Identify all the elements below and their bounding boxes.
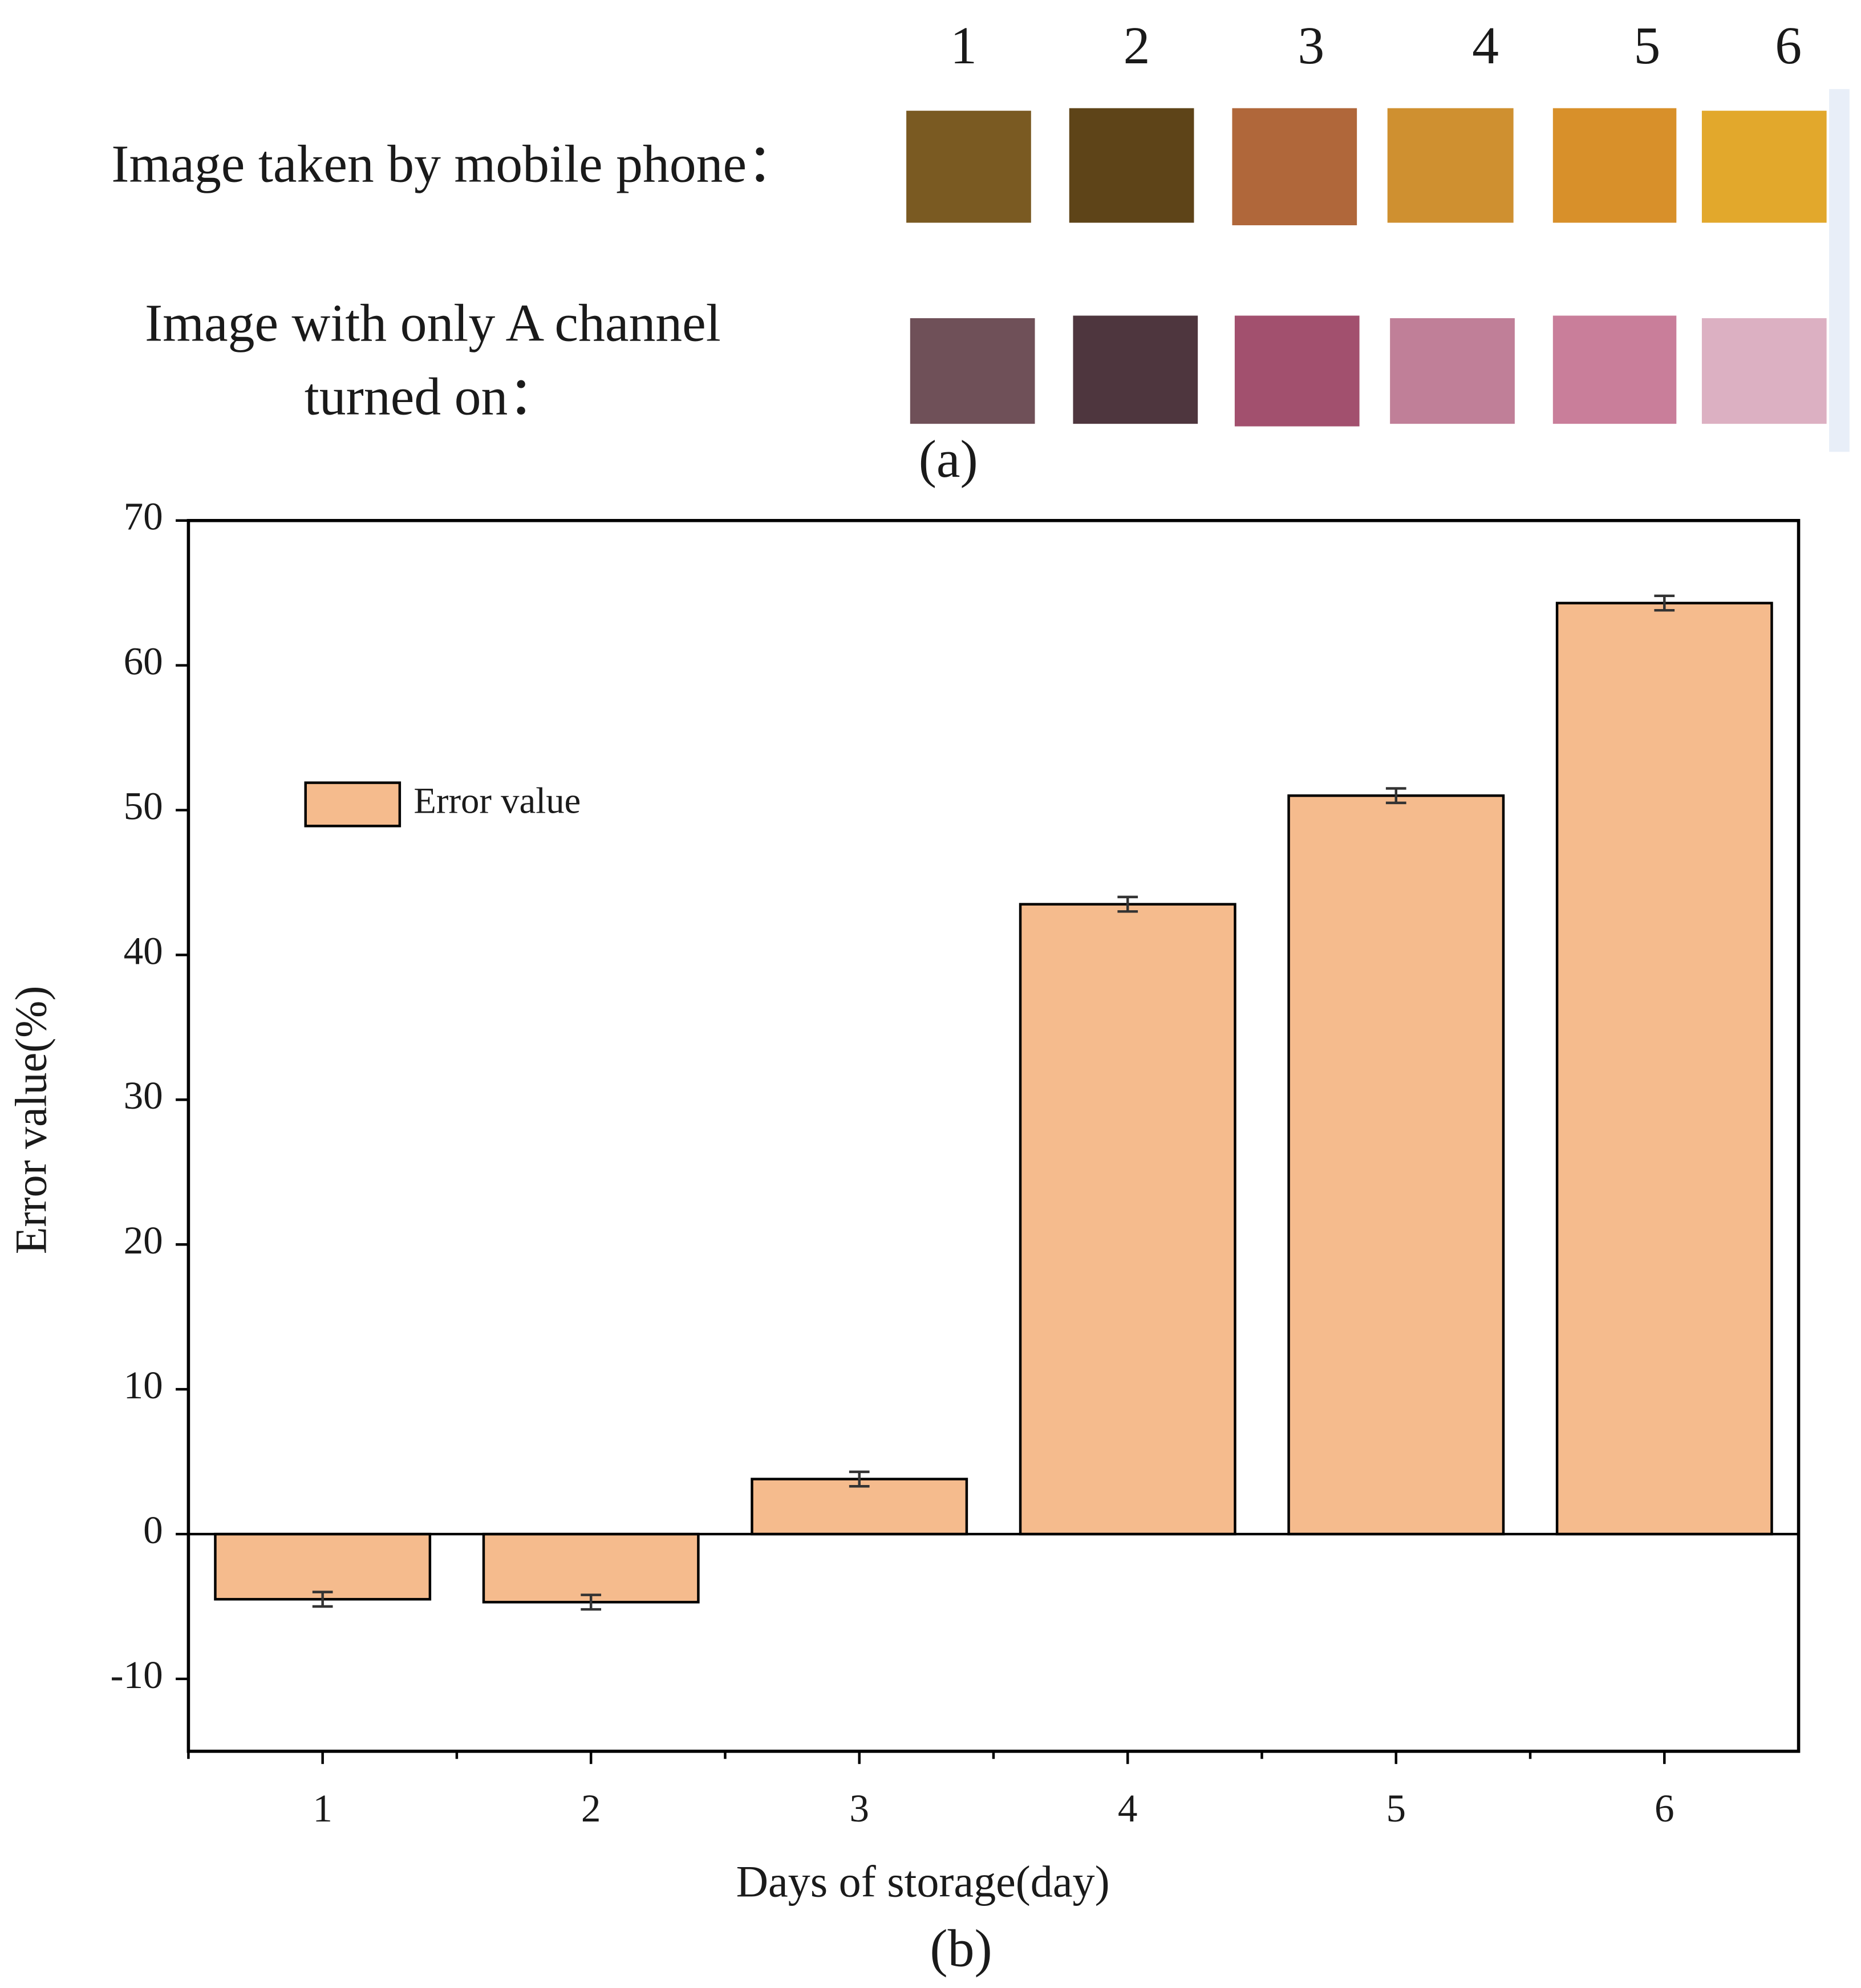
bar xyxy=(1287,794,1505,1536)
swatch xyxy=(1552,315,1677,424)
error-bar xyxy=(1385,787,1406,805)
y-tick-label: 20 xyxy=(124,1218,163,1262)
swatch xyxy=(1234,315,1360,427)
y-axis-title: Error value(%) xyxy=(6,986,55,1255)
panel-label: (b) xyxy=(930,1918,992,1978)
row-label: turned on： xyxy=(305,367,561,427)
y-tick-label: -10 xyxy=(111,1653,163,1697)
y-tick-label: 30 xyxy=(124,1073,163,1117)
bar xyxy=(214,1532,432,1601)
y-tick-label: 60 xyxy=(124,639,163,683)
swatch xyxy=(906,111,1031,223)
column-number: 2 xyxy=(1124,16,1150,75)
x-tick-label: 1 xyxy=(313,1786,333,1830)
x-axis-title: Days of storage(day) xyxy=(736,1856,1110,1906)
swatch xyxy=(1552,108,1677,223)
column-number: 5 xyxy=(1634,16,1661,75)
y-tick-label: 50 xyxy=(124,784,163,827)
swatch xyxy=(1387,108,1514,223)
error-bar xyxy=(849,1470,870,1488)
error-bar xyxy=(312,1591,333,1608)
x-tick-label: 4 xyxy=(1118,1786,1138,1830)
column-number: 3 xyxy=(1298,16,1324,75)
row-label: Image with only A channel xyxy=(145,293,721,352)
column-number: 6 xyxy=(1775,16,1802,75)
swatch xyxy=(1390,318,1515,424)
swatch xyxy=(1073,315,1198,424)
bar xyxy=(1019,903,1236,1536)
y-tick-label: 10 xyxy=(124,1363,163,1407)
column-number: 4 xyxy=(1472,16,1499,75)
error-bar xyxy=(1117,895,1138,913)
swatch xyxy=(1701,111,1827,223)
x-tick-label: 3 xyxy=(849,1786,869,1830)
legend-swatch xyxy=(304,781,402,827)
error-bar xyxy=(581,1593,602,1611)
bar xyxy=(1555,602,1773,1536)
swatches xyxy=(906,89,1850,452)
error-bar xyxy=(1654,594,1675,612)
swatch xyxy=(1069,108,1194,223)
y-tick-label: 0 xyxy=(143,1508,163,1552)
bar xyxy=(482,1532,700,1604)
swatch xyxy=(1701,318,1827,424)
plot-frame xyxy=(186,518,1801,1753)
column-number: 1 xyxy=(950,16,977,75)
swatch xyxy=(1232,108,1357,226)
x-tick-label: 2 xyxy=(581,1786,601,1830)
y-tick-label: 70 xyxy=(124,494,163,538)
swatch xyxy=(910,318,1035,424)
edge xyxy=(1829,89,1850,452)
panel-label: (a) xyxy=(919,429,978,489)
row-label: Image taken by mobile phone： xyxy=(111,134,800,193)
x-tick-label: 5 xyxy=(1386,1786,1406,1830)
x-tick-label: 6 xyxy=(1655,1786,1675,1830)
legend-label: Error value xyxy=(413,780,581,821)
y-tick-label: 40 xyxy=(124,928,163,972)
